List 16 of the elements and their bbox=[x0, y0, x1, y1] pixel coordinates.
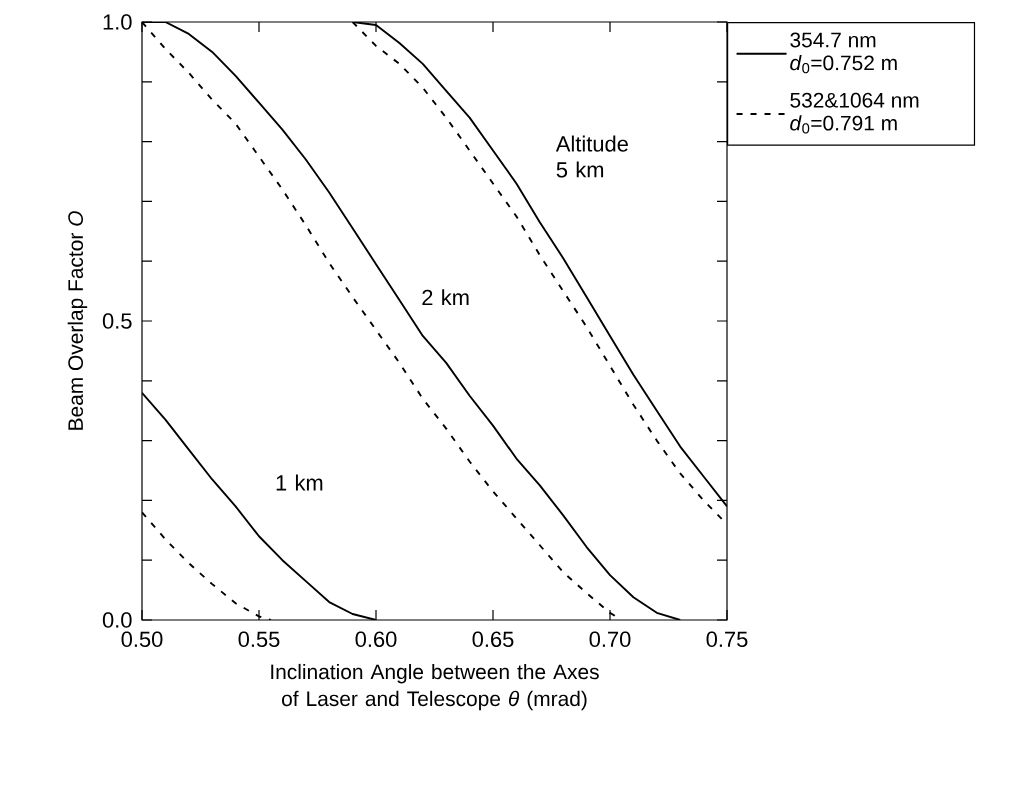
x-tick-label: 0.60 bbox=[355, 631, 397, 648]
x-tick-label: 0.65 bbox=[472, 631, 514, 648]
x-tick-label: 0.70 bbox=[589, 631, 631, 648]
annotation: Altitude 5 km bbox=[555, 135, 628, 178]
y-tick-label: 1.0 bbox=[103, 14, 132, 30]
annotation: 2 km bbox=[422, 289, 469, 306]
x-tick-label: 0.75 bbox=[706, 631, 748, 648]
y-axis-title: Beam Overlap Factor O bbox=[67, 211, 88, 430]
legend-label: 532&1064 nm d$_{0}$=0.791 m bbox=[790, 92, 919, 134]
x-tick-label: 0.55 bbox=[238, 631, 280, 648]
annotation: 1 km bbox=[276, 474, 323, 491]
x-tick-label: 0.50 bbox=[121, 631, 163, 648]
legend-label: 354.7 nm d$_{0}$=0.752 m bbox=[790, 32, 897, 74]
x-axis-title: Inclination Angle between the Axes of Laser and Telescope θ (mrad) bbox=[271, 663, 599, 711]
y-tick-label: 0.0 bbox=[102, 612, 132, 628]
y-tick-label: 0.5 bbox=[102, 313, 132, 329]
